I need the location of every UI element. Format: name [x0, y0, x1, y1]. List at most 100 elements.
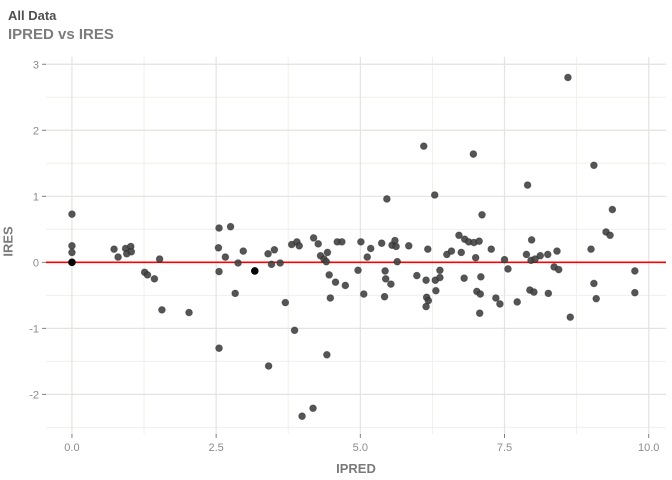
data-point — [475, 237, 483, 246]
data-point — [553, 247, 561, 255]
data-point — [460, 274, 468, 282]
data-point — [564, 73, 572, 82]
data-point — [295, 242, 303, 250]
data-point — [424, 245, 432, 253]
data-point — [363, 253, 372, 261]
data-point — [281, 298, 290, 307]
data-point — [608, 205, 617, 214]
data-point — [432, 286, 440, 295]
x-axis-tick-label: 2.5 — [208, 442, 223, 454]
data-point — [522, 250, 531, 259]
data-point — [430, 191, 439, 199]
data-point — [231, 289, 239, 298]
data-point — [314, 240, 323, 248]
data-point — [326, 294, 335, 302]
data-point — [543, 250, 552, 259]
data-point — [377, 239, 386, 247]
data-point — [592, 294, 601, 303]
data-point — [404, 242, 413, 250]
data-point — [422, 276, 430, 284]
data-point — [496, 300, 504, 308]
x-axis-tick-label: 5.0 — [353, 442, 368, 454]
data-point — [155, 255, 164, 263]
data-point — [325, 271, 333, 279]
data-point — [114, 253, 122, 261]
y-axis-tick-label: -1 — [29, 323, 39, 335]
data-point — [422, 302, 430, 311]
y-axis-tick-label: 3 — [33, 59, 39, 71]
data-point — [264, 249, 272, 258]
data-point — [530, 288, 538, 296]
data-point — [331, 278, 340, 286]
data-point — [536, 251, 545, 260]
data-point — [590, 161, 598, 170]
data-point — [380, 292, 389, 301]
data-point — [127, 247, 136, 256]
data-point — [606, 231, 614, 240]
data-point — [309, 234, 318, 242]
data-point — [270, 245, 279, 254]
data-point — [447, 247, 456, 255]
data-point — [381, 267, 389, 275]
data-point — [513, 298, 521, 306]
data-point — [276, 259, 284, 267]
data-point — [531, 255, 539, 263]
data-point — [471, 253, 480, 262]
data-point — [323, 248, 332, 257]
data-point — [500, 255, 509, 264]
x-axis-tick-label: 7.5 — [497, 442, 512, 454]
data-point — [631, 267, 639, 275]
data-point — [226, 222, 235, 231]
data-point — [544, 289, 553, 298]
y-axis-tick-label: 1 — [33, 191, 39, 203]
x-axis-tick-label: 10.0 — [638, 442, 659, 454]
data-point — [322, 257, 331, 266]
data-point — [234, 259, 242, 267]
data-point — [413, 271, 421, 280]
data-point — [150, 275, 159, 283]
data-point — [492, 294, 500, 302]
data-point — [185, 308, 193, 317]
data-point — [393, 257, 402, 266]
data-point — [476, 290, 485, 298]
data-point — [366, 244, 375, 253]
data-point — [239, 247, 248, 255]
data-point — [357, 238, 365, 246]
data-point — [631, 288, 639, 297]
data-point-overplotted — [250, 267, 259, 275]
data-point — [215, 344, 223, 352]
data-point — [475, 309, 484, 317]
data-point — [215, 224, 223, 232]
data-point — [457, 248, 466, 257]
data-point — [215, 267, 223, 276]
data-point — [309, 404, 317, 413]
data-point — [323, 350, 331, 359]
data-point — [68, 248, 76, 257]
data-point — [487, 245, 496, 253]
plot-title: IPRED vs IRES — [8, 26, 114, 43]
data-point — [554, 265, 563, 274]
data-point — [436, 266, 444, 275]
data-point — [523, 181, 532, 189]
data-point — [68, 210, 76, 218]
y-axis-tick-label: -2 — [29, 389, 39, 401]
data-point — [469, 150, 478, 158]
data-point — [587, 245, 595, 253]
data-point — [455, 231, 463, 240]
y-axis-title: IRES — [0, 226, 16, 257]
data-point — [477, 273, 485, 281]
data-point — [387, 280, 395, 288]
data-point — [267, 260, 276, 269]
data-point — [221, 253, 230, 261]
x-axis-title: IPRED — [336, 461, 376, 476]
data-point — [383, 195, 391, 203]
data-point — [381, 275, 390, 283]
data-point — [341, 281, 350, 290]
data-point — [290, 326, 299, 335]
x-axis-tick-label: 0.0 — [64, 442, 79, 454]
data-point — [298, 412, 306, 420]
data-point — [158, 306, 166, 314]
data-point — [566, 313, 575, 321]
data-point — [527, 236, 536, 244]
